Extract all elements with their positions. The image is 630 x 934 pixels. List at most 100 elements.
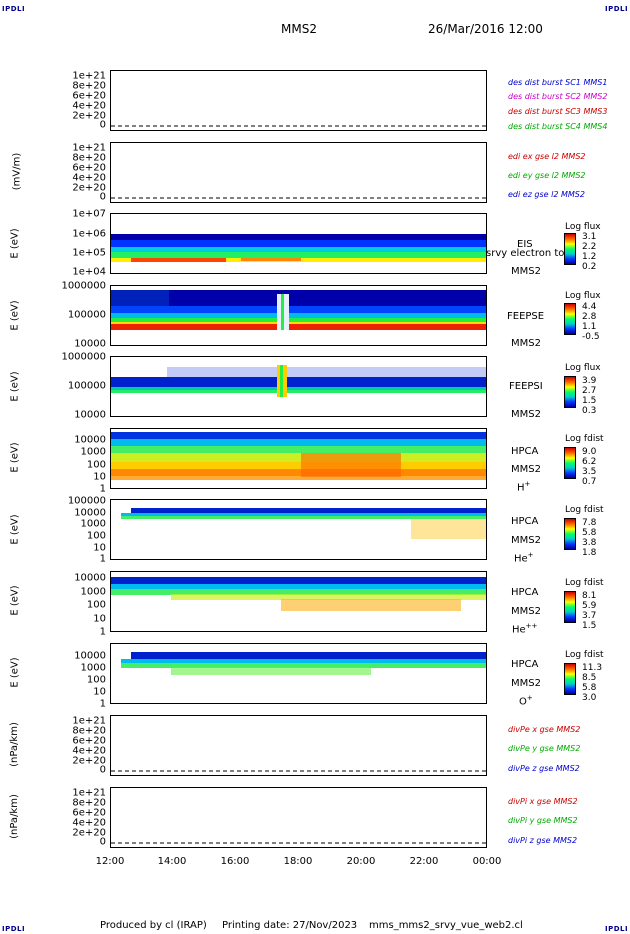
colorbar xyxy=(564,376,576,408)
ylabel-divpe: (nPa/km) xyxy=(8,722,20,767)
instrument-label: HPCA xyxy=(511,587,539,598)
ylabel-hpca-he2: E (eV) xyxy=(9,585,21,616)
panel-divpi xyxy=(110,787,487,848)
hpca-o-spectrogram xyxy=(121,652,486,675)
legend-entry: divPe y gse MMS2 xyxy=(508,744,581,753)
colorbar-value: 8.1 xyxy=(582,591,597,601)
ytick: 8e+20 xyxy=(72,80,106,92)
panel-feeps-e xyxy=(110,285,487,346)
xtick: 18:00 xyxy=(283,856,313,867)
ytick: 100000 xyxy=(67,495,106,507)
panel-hpca-o xyxy=(110,643,487,704)
colorbar-value: 9.0 xyxy=(582,447,597,457)
datetime-title: 26/Mar/2016 12:00 xyxy=(428,22,543,36)
panel-hpca-he2 xyxy=(110,571,487,632)
spacecraft-label: MMS2 xyxy=(511,409,541,420)
ytick: 6e+20 xyxy=(72,90,106,102)
colorbar-title: Log fdist xyxy=(565,505,604,515)
ytick: 6e+20 xyxy=(72,807,106,819)
panel-edi-e xyxy=(110,142,487,203)
colorbar-value: 3.5 xyxy=(582,467,597,477)
ytick: 0 xyxy=(99,764,106,776)
ytick: 10 xyxy=(93,471,106,483)
spacecraft-label: MMS2 xyxy=(511,266,541,277)
legend-entry: edi ex gse l2 MMS2 xyxy=(508,152,586,161)
eis-spectrogram xyxy=(111,234,486,262)
ytick: 1000000 xyxy=(61,351,106,363)
colorbar-value: 1.5 xyxy=(582,621,597,631)
ylabel-eis: E (eV) xyxy=(9,228,21,259)
ytick: 2e+20 xyxy=(72,827,106,839)
corner-mark-bottom-right: IPDLI xyxy=(605,925,629,933)
colorbar-value: 5.9 xyxy=(582,601,597,611)
colorbar-value: 3.7 xyxy=(582,611,597,621)
ytick: 100 xyxy=(86,459,106,471)
ytick: 8e+20 xyxy=(72,152,106,164)
ytick: 8e+20 xyxy=(72,725,106,737)
feeps-i-spectrogram xyxy=(111,365,486,397)
panel-hpca-he1 xyxy=(110,499,487,560)
colorbar-title: Log fdist xyxy=(565,578,604,588)
instrument-label: FEEPSE xyxy=(507,311,545,322)
ytick: 8e+20 xyxy=(72,797,106,809)
panel-feeps-i xyxy=(110,356,487,417)
legend-entry: divPi x gse MMS2 xyxy=(508,797,578,806)
colorbar-value: 0.3 xyxy=(582,406,597,416)
ytick: 1000 xyxy=(80,662,106,674)
ylabel-feeps-i: E (eV) xyxy=(9,371,21,402)
colorbar-value: 2.8 xyxy=(582,312,597,322)
panel-des-dist xyxy=(110,70,487,131)
ytick: 10000 xyxy=(74,434,106,446)
colorbar xyxy=(564,303,576,335)
ytick: 10 xyxy=(93,613,106,625)
colorbar-title: Log flux xyxy=(565,222,601,232)
ytick: 1000 xyxy=(80,446,106,458)
ylabel-hpca-he1: E (eV) xyxy=(9,514,21,545)
ytick: 10000 xyxy=(74,572,106,584)
colorbar-value: 5.8 xyxy=(582,528,597,538)
instrument-label: FEEPSI xyxy=(509,381,543,392)
ytick: 4e+20 xyxy=(72,745,106,757)
ytick: 1000 xyxy=(80,518,106,530)
colorbar xyxy=(564,663,576,695)
colorbar-value: 1.1 xyxy=(582,322,597,332)
ytick: 1e+04 xyxy=(72,266,106,278)
ytick: 1e+05 xyxy=(72,247,106,259)
colorbar xyxy=(564,591,576,623)
colorbar-value: 3.1 xyxy=(582,232,597,242)
hpca-he2-spectrogram xyxy=(111,577,486,611)
colorbar-value: 2.7 xyxy=(582,386,597,396)
ytick: 1000000 xyxy=(61,280,106,292)
spacecraft-title: MMS2 xyxy=(281,22,317,36)
ytick: 1 xyxy=(99,483,106,495)
legend-entry: edi ey gse l2 MMS2 xyxy=(508,171,586,180)
des-dist-plot xyxy=(111,125,486,127)
ytick: 10000 xyxy=(74,507,106,519)
feeps-e-spectrogram xyxy=(111,290,486,330)
colorbar-value: 8.5 xyxy=(582,673,597,683)
ytick: 4e+20 xyxy=(72,817,106,829)
xtick: 16:00 xyxy=(220,856,250,867)
ytick: 1e+21 xyxy=(72,715,106,727)
legend-entry: des dist burst SC1 MMS1 xyxy=(508,78,608,87)
colorbar-value: 3.9 xyxy=(582,376,597,386)
ytick: 6e+20 xyxy=(72,735,106,747)
panel-eis xyxy=(110,213,487,274)
ytick: 100 xyxy=(86,674,106,686)
colorbar-value: 3.0 xyxy=(582,693,597,703)
ytick: 4e+20 xyxy=(72,100,106,112)
legend-entry: edi ez gse l2 MMS2 xyxy=(508,190,585,199)
instrument-label: HPCA xyxy=(511,516,539,527)
footer-produced-by: Produced by cl (IRAP) xyxy=(100,920,207,931)
ytick: 10 xyxy=(93,542,106,554)
legend-entry: divPi z gse MMS2 xyxy=(508,836,578,845)
ytick: 1 xyxy=(99,698,106,710)
ytick: 4e+20 xyxy=(72,172,106,184)
spacecraft-label: MMS2 xyxy=(511,678,541,689)
instrument-label: HPCA xyxy=(511,446,539,457)
ytick: 1e+21 xyxy=(72,787,106,799)
ytick: 0 xyxy=(99,836,106,848)
spacecraft-label: MMS2 xyxy=(511,606,541,617)
edi-e-plot xyxy=(111,197,486,199)
colorbar xyxy=(564,518,576,550)
